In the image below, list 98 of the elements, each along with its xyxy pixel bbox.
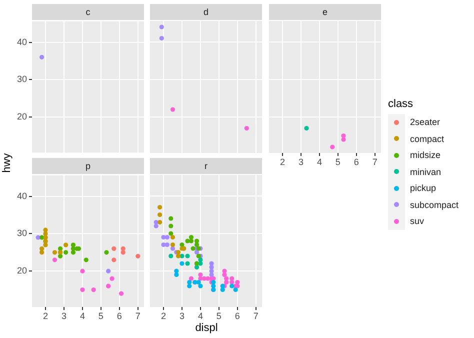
- point: [185, 261, 190, 266]
- x-tick-label: 5: [98, 310, 104, 321]
- point: [58, 254, 63, 258]
- x-tick-label: 2: [42, 310, 48, 321]
- point: [168, 216, 174, 221]
- point: [220, 287, 225, 292]
- point: [157, 204, 162, 210]
- point: [168, 254, 174, 258]
- chart-title: p: [32, 158, 144, 174]
- x-tick-label: 5: [216, 310, 222, 321]
- point: [206, 276, 210, 281]
- point: [110, 276, 114, 281]
- point: [39, 250, 44, 255]
- point: [84, 258, 88, 262]
- x-tick-label: 6: [354, 156, 359, 167]
- point: [154, 224, 158, 228]
- point: [233, 287, 238, 292]
- x-tick-label: 6: [116, 310, 122, 321]
- point: [159, 36, 164, 41]
- point: [198, 284, 203, 288]
- point: [187, 284, 192, 288]
- point: [157, 220, 162, 225]
- point: [104, 250, 109, 255]
- point: [341, 133, 346, 138]
- point: [196, 280, 201, 285]
- point: [112, 258, 116, 262]
- point: [198, 272, 203, 278]
- chart-title: r: [150, 158, 262, 174]
- point: [64, 242, 68, 248]
- point: [118, 291, 124, 296]
- y-tick-label: 40: [16, 190, 27, 201]
- point: [70, 250, 76, 255]
- point: [159, 24, 164, 30]
- legend-label: pickup: [410, 183, 436, 194]
- y-tick-label: 20: [16, 111, 27, 122]
- point: [52, 258, 58, 262]
- point: [164, 234, 170, 240]
- x-tick-label: 3: [61, 310, 66, 321]
- point: [164, 242, 170, 248]
- point: [330, 144, 335, 150]
- x-tick-label: 4: [316, 156, 322, 167]
- point: [188, 276, 194, 281]
- point: [80, 288, 85, 292]
- x-tick-label: 2: [280, 156, 285, 167]
- point: [168, 231, 174, 236]
- point: [244, 126, 249, 131]
- point: [185, 254, 190, 258]
- legend-label: compact: [410, 134, 444, 144]
- point: [136, 254, 140, 258]
- point: [64, 250, 68, 255]
- x-tick-label: 4: [198, 310, 203, 321]
- point: [180, 261, 184, 266]
- legend-label: minivan: [410, 166, 442, 177]
- point: [43, 242, 48, 248]
- x-tick-label: 2: [160, 310, 166, 321]
- x-axis-title: displ: [194, 322, 219, 334]
- point: [91, 288, 96, 292]
- chart-title: c: [32, 4, 144, 20]
- y-tick-label: 30: [16, 228, 27, 238]
- legend-label: midsize: [410, 150, 441, 160]
- point: [170, 242, 176, 248]
- x-tick-label: 6: [234, 310, 240, 321]
- chart-title: d: [150, 4, 262, 20]
- point: [230, 276, 234, 281]
- x-tick-label: 7: [372, 156, 378, 167]
- point: [106, 284, 111, 288]
- point: [80, 268, 85, 274]
- x-tick-label: 3: [298, 156, 304, 167]
- x-tick-label: 7: [135, 310, 140, 321]
- legend-title: class: [388, 98, 414, 110]
- point: [170, 234, 176, 240]
- point: [230, 284, 234, 288]
- point: [304, 126, 309, 131]
- y-tick-label: 30: [16, 74, 27, 84]
- point: [120, 250, 126, 255]
- chart-title: e: [269, 4, 381, 20]
- point: [188, 238, 194, 244]
- point: [235, 280, 240, 285]
- x-tick-label: 7: [253, 310, 258, 321]
- y-axis-title: hwy: [1, 152, 13, 175]
- point: [168, 224, 174, 228]
- point: [157, 212, 162, 218]
- point: [106, 268, 111, 274]
- legend-label: 2seater: [410, 117, 440, 128]
- x-tick-label: 3: [179, 310, 184, 321]
- point: [176, 254, 181, 258]
- legend-label: subcompact: [410, 200, 459, 210]
- x-tick-label: 5: [335, 156, 340, 167]
- y-tick-label: 40: [16, 36, 27, 47]
- point: [170, 107, 176, 112]
- point: [112, 246, 116, 251]
- point: [190, 246, 196, 251]
- y-tick-label: 20: [16, 266, 27, 276]
- point: [52, 250, 58, 255]
- point: [188, 234, 194, 240]
- legend-label: suv: [410, 216, 424, 226]
- x-tick-label: 4: [80, 310, 85, 321]
- point: [187, 280, 192, 285]
